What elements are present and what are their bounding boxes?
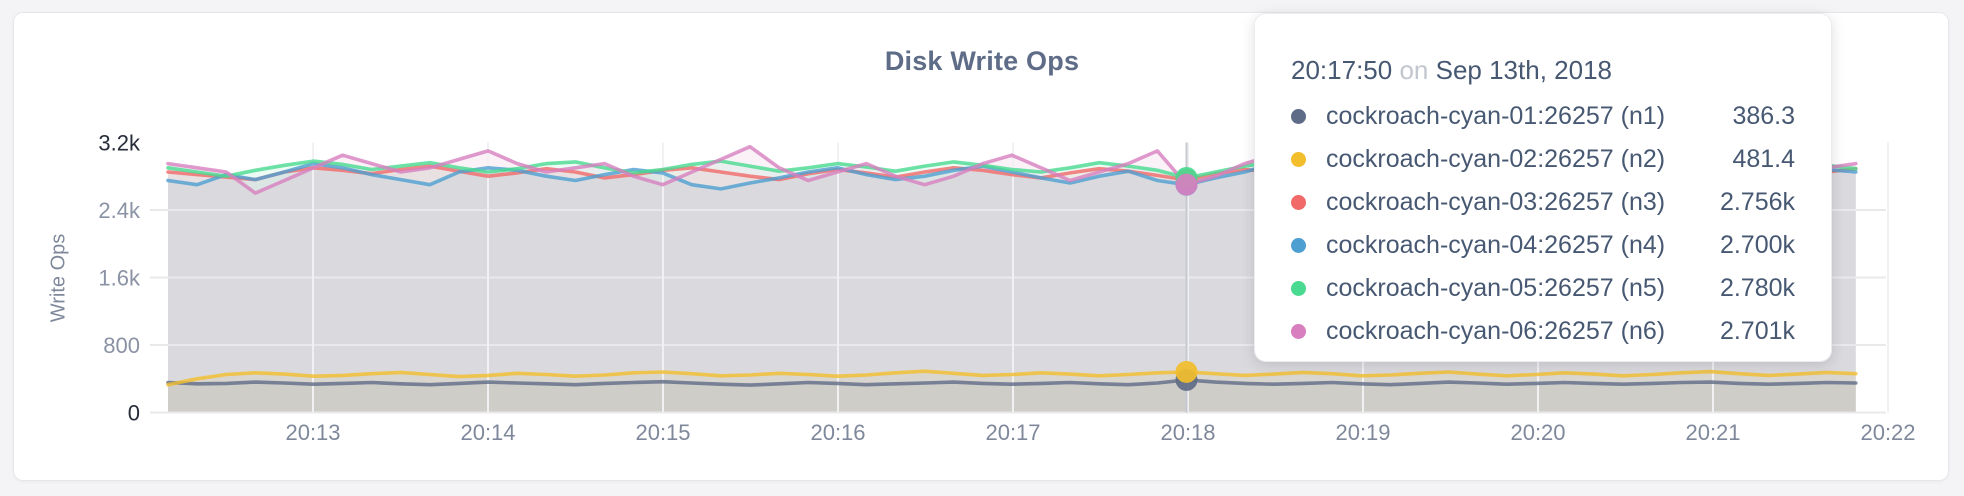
x-axis-tick-label: 20:13: [285, 420, 340, 445]
tooltip-header: 20:17:50 on Sep 13th, 2018: [1291, 55, 1795, 85]
series-area-n1: [168, 379, 1856, 413]
x-axis-tick-label: 20:21: [1685, 420, 1740, 445]
tooltip-rows: cockroach-cyan-01:26257 (n1) 386.3 cockroa…: [1291, 95, 1795, 353]
tooltip-row-label: cockroach-cyan-06:26257 (n6): [1326, 317, 1666, 345]
tooltip-row: cockroach-cyan-05:26257 (n5) 2.780k: [1291, 267, 1795, 310]
tooltip-row-label: cockroach-cyan-05:26257 (n5): [1326, 274, 1666, 302]
y-axis-tick-label: 800: [103, 333, 140, 358]
tooltip-time: 20:17:50: [1291, 55, 1393, 85]
x-axis-tick-label: 20:19: [1335, 420, 1390, 445]
series-line-n2[interactable]: [166, 369, 1858, 387]
y-axis-title: Write Ops: [47, 233, 70, 323]
y-axis-tick-label: 3.2k: [98, 131, 141, 156]
tooltip-row-value: 2.700k: [1719, 231, 1795, 259]
tooltip-row-label: cockroach-cyan-01:26257 (n1): [1326, 102, 1666, 130]
tooltip-row-label: cockroach-cyan-03:26257 (n3): [1326, 188, 1666, 216]
tooltip-row-value: 481.4: [1732, 145, 1795, 173]
y-axis-tick-label: 0: [128, 401, 140, 426]
x-axis-tick-label: 20:14: [460, 420, 515, 445]
tooltip-row-value: 2.756k: [1719, 188, 1795, 216]
x-axis-tick-label: 20:18: [1160, 420, 1215, 445]
tooltip-row: cockroach-cyan-06:26257 (n6) 2.701k: [1291, 310, 1795, 353]
series-color-dot: [1291, 152, 1306, 167]
series-line-n1[interactable]: [166, 378, 1858, 387]
y-axis-tick-label: 2.4k: [98, 198, 141, 223]
x-axis-tick-label: 20:16: [810, 420, 865, 445]
tooltip-row: cockroach-cyan-04:26257 (n4) 2.700k: [1291, 224, 1795, 267]
tooltip-row: cockroach-cyan-02:26257 (n2) 481.4: [1291, 138, 1795, 181]
tooltip-date: Sep 13th, 2018: [1435, 55, 1612, 85]
series-color-dot: [1291, 238, 1306, 253]
chart-title: Disk Write Ops: [884, 46, 1080, 76]
series-color-dot: [1291, 281, 1306, 296]
x-axis-tick-label: 20:17: [985, 420, 1040, 445]
tooltip-row-value: 2.701k: [1719, 317, 1795, 345]
x-axis-tick-label: 20:22: [1860, 420, 1915, 445]
tooltip-row-value: 386.3: [1732, 102, 1795, 130]
series-color-dot: [1291, 195, 1306, 210]
hover-tooltip: 20:17:50 on Sep 13th, 2018 cockroach-cya…: [1254, 13, 1832, 362]
y-axis-tick-label: 1.6k: [98, 266, 141, 291]
x-axis-tick-label: 20:15: [635, 420, 690, 445]
series-color-dot: [1291, 109, 1306, 124]
x-axis-tick-label: 20:20: [1510, 420, 1565, 445]
tooltip-row: cockroach-cyan-03:26257 (n3) 2.756k: [1291, 181, 1795, 224]
tooltip-row-label: cockroach-cyan-04:26257 (n4): [1326, 231, 1666, 259]
series-color-dot: [1291, 324, 1306, 339]
hover-dot-n6: [1175, 173, 1198, 196]
tooltip-row: cockroach-cyan-01:26257 (n1) 386.3: [1291, 95, 1795, 138]
tooltip-connector: on: [1399, 55, 1429, 85]
tooltip-row-value: 2.780k: [1719, 274, 1795, 302]
tooltip-row-label: cockroach-cyan-02:26257 (n2): [1326, 145, 1666, 173]
hover-dot-n2: [1175, 360, 1198, 383]
